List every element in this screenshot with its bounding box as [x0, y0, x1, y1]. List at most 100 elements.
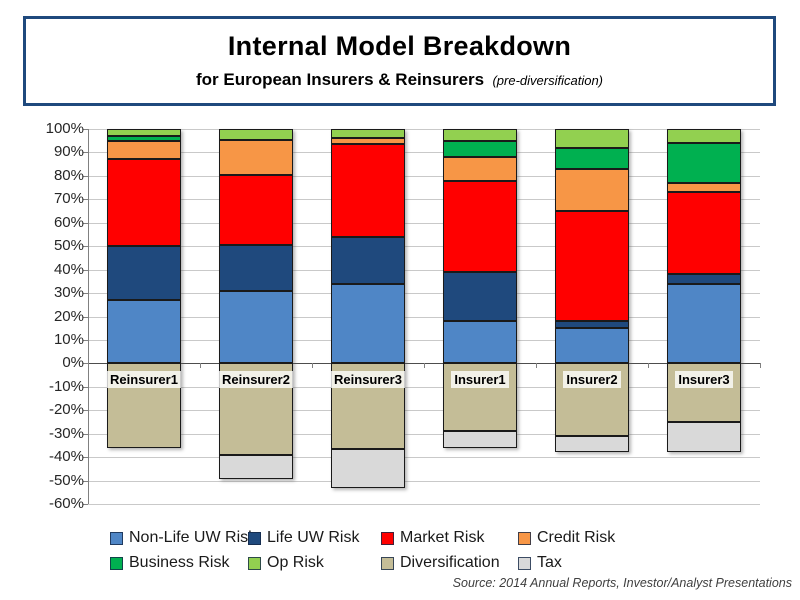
- legend-swatch-life-uw-risk: [248, 531, 261, 545]
- y-axis-label: -40%: [48, 448, 84, 465]
- x-axis-tick: [648, 363, 649, 368]
- segment-business-risk-insurer2: [555, 147, 629, 169]
- x-axis-tick: [312, 363, 313, 368]
- legend-label: Credit Risk: [537, 529, 616, 546]
- segment-non-life-uw-risk-insurer3: [667, 283, 741, 364]
- chart-subtitle-text: for European Insurers & Reinsurers: [195, 70, 485, 89]
- gridline: [88, 293, 760, 294]
- gridline: [88, 434, 760, 435]
- x-axis-tick: [536, 363, 537, 368]
- category-label: Reinsurer1: [107, 371, 181, 388]
- segment-op-risk-reinsurer3: [331, 129, 405, 139]
- chart-subtitle: for European Insurers & Reinsurers (pre-…: [195, 70, 604, 89]
- gridline: [88, 410, 760, 411]
- bar-reinsurer2: [219, 129, 293, 504]
- segment-credit-risk-reinsurer1: [107, 140, 181, 160]
- segment-market-risk-reinsurer1: [107, 159, 181, 247]
- category-label: Reinsurer3: [331, 371, 405, 388]
- segment-credit-risk-insurer1: [443, 157, 517, 181]
- legend-swatch-diversification: [381, 556, 394, 570]
- segment-op-risk-insurer2: [555, 129, 629, 148]
- segment-op-risk-reinsurer2: [219, 129, 293, 140]
- legend-label: Business Risk: [129, 554, 230, 571]
- legend-item-op-risk: Op Risk: [248, 554, 324, 572]
- y-axis-tick: [83, 129, 88, 130]
- category-label-wrap: Reinsurer3: [331, 371, 405, 388]
- segment-non-life-uw-risk-reinsurer1: [107, 300, 181, 364]
- legend-item-business-risk: Business Risk: [110, 554, 229, 572]
- chart-title: Internal Model Breakdown: [227, 31, 572, 61]
- x-axis-tick: [200, 363, 201, 368]
- legend-item-life-uw-risk: Life UW Risk: [248, 529, 359, 547]
- legend-swatch-market-risk: [381, 531, 394, 545]
- legend-swatch-business-risk: [110, 556, 123, 570]
- legend-item-non-life-uw-risk: Non-Life UW Risk: [110, 529, 256, 547]
- y-axis-label: 50%: [53, 237, 84, 254]
- gridline: [88, 223, 760, 224]
- segment-business-risk-reinsurer1: [107, 136, 181, 141]
- category-label: Insurer3: [675, 371, 733, 388]
- gridline: [88, 199, 760, 200]
- segment-life-uw-risk-insurer2: [555, 321, 629, 329]
- segment-life-uw-risk-reinsurer1: [107, 246, 181, 301]
- y-axis-label: -60%: [48, 495, 84, 512]
- legend-label: Market Risk: [400, 529, 485, 546]
- legend-label: Life UW Risk: [267, 529, 360, 546]
- legend-item-tax: Tax: [518, 554, 562, 572]
- y-axis-tick: [83, 317, 88, 318]
- y-axis-tick: [83, 293, 88, 294]
- y-axis-tick: [83, 152, 88, 153]
- gridline: [88, 340, 760, 341]
- segment-tax-reinsurer2: [219, 454, 293, 480]
- gridline: [88, 129, 760, 130]
- segment-credit-risk-reinsurer3: [331, 138, 405, 145]
- gridline: [88, 317, 760, 318]
- y-axis-label: 0%: [62, 354, 84, 371]
- y-axis-label: 80%: [53, 167, 84, 184]
- legend-swatch-credit-risk: [518, 531, 531, 545]
- y-axis-line: [88, 129, 89, 504]
- gridline: [88, 176, 760, 177]
- segment-op-risk-insurer1: [443, 129, 517, 141]
- gridline: [88, 504, 760, 505]
- y-axis-tick: [83, 270, 88, 271]
- category-label-wrap: Insurer2: [555, 371, 629, 388]
- bar-insurer2: [555, 129, 629, 504]
- x-axis-tick: [424, 363, 425, 368]
- y-axis-label: 70%: [53, 190, 84, 207]
- source-note: Source: 2014 Annual Reports, Investor/An…: [452, 576, 792, 590]
- gridline: [88, 481, 760, 482]
- legend-item-market-risk: Market Risk: [381, 529, 484, 547]
- y-axis-tick: [83, 457, 88, 458]
- category-label: Insurer2: [563, 371, 621, 388]
- y-axis-label: -20%: [48, 401, 84, 418]
- category-label-wrap: Reinsurer1: [107, 371, 181, 388]
- segment-non-life-uw-risk-insurer1: [443, 321, 517, 364]
- segment-market-risk-insurer2: [555, 211, 629, 322]
- gridline: [88, 457, 760, 458]
- legend-label: Diversification: [400, 554, 500, 571]
- bar-reinsurer1: [107, 129, 181, 504]
- segment-credit-risk-insurer2: [555, 168, 629, 212]
- y-axis-tick: [83, 246, 88, 247]
- segment-op-risk-reinsurer1: [107, 129, 181, 137]
- category-label: Insurer1: [451, 371, 509, 388]
- x-axis-tick: [88, 363, 89, 368]
- segment-credit-risk-insurer3: [667, 182, 741, 193]
- category-label: Reinsurer2: [219, 371, 293, 388]
- bar-insurer3: [667, 129, 741, 504]
- category-label-wrap: Reinsurer2: [219, 371, 293, 388]
- y-axis-tick: [83, 504, 88, 505]
- gridline: [88, 270, 760, 271]
- segment-market-risk-reinsurer2: [219, 174, 293, 246]
- y-axis-label: 30%: [53, 284, 84, 301]
- bar-insurer1: [443, 129, 517, 504]
- segment-life-uw-risk-reinsurer3: [331, 236, 405, 284]
- y-axis-tick: [83, 340, 88, 341]
- gridline: [88, 387, 760, 388]
- legend-swatch-tax: [518, 556, 531, 570]
- y-axis-label: 40%: [53, 261, 84, 278]
- segment-life-uw-risk-reinsurer2: [219, 245, 293, 291]
- y-axis-label: 10%: [53, 331, 84, 348]
- segment-credit-risk-reinsurer2: [219, 139, 293, 175]
